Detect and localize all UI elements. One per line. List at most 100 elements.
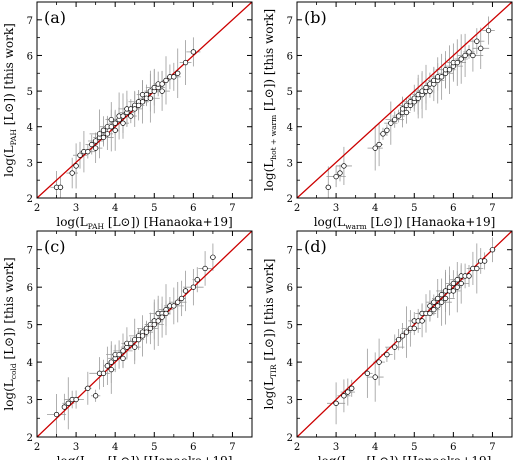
y-axis-label-suffix: [L⊙]) [this work] — [262, 259, 276, 365]
data-point — [349, 385, 355, 391]
data-point — [57, 184, 64, 190]
data-point — [458, 280, 464, 287]
data-point — [403, 109, 410, 116]
y-tick-label: 4 — [287, 358, 293, 369]
data-point — [135, 102, 142, 108]
data-point — [466, 49, 472, 55]
x-tick-label: 2 — [294, 442, 300, 453]
x-axis-label: log(Lwarm [L⊙]) [Hanaoka+19] — [314, 215, 496, 231]
data-point — [159, 88, 165, 94]
x-axis-label-subscript: warm — [345, 222, 367, 231]
x-axis-label-subscript: PAH — [88, 222, 105, 231]
y-axis-label-suffix: [L⊙]) [this work] — [2, 23, 16, 129]
data-point — [427, 303, 433, 309]
data-point — [175, 299, 181, 305]
y-tick-label: 6 — [27, 51, 33, 62]
y-tick-label: 5 — [27, 321, 33, 332]
data-point — [120, 120, 126, 126]
data-point — [485, 27, 492, 34]
panel-letter: (a) — [44, 8, 66, 27]
data-point — [147, 95, 154, 101]
data-point — [135, 336, 142, 343]
data-point — [395, 113, 402, 119]
panel-letter: (b) — [304, 8, 327, 27]
data-point — [171, 74, 177, 80]
data-point — [128, 113, 134, 119]
data-point — [92, 138, 99, 144]
panel-letter: (c) — [44, 237, 65, 256]
data-point — [182, 59, 189, 66]
data-point — [108, 366, 114, 373]
x-tick-label: 3 — [333, 203, 339, 214]
data-point — [438, 299, 445, 305]
data-point — [159, 314, 165, 320]
x-tick-label: 4 — [372, 442, 378, 453]
plot-area — [297, 231, 512, 437]
data-point — [470, 52, 476, 59]
data-point — [474, 265, 480, 272]
data-point — [325, 184, 331, 190]
data-point — [341, 163, 347, 169]
data-point — [108, 359, 114, 365]
data-point — [190, 49, 197, 55]
data-point — [100, 127, 107, 133]
data-point — [120, 355, 126, 361]
data-point — [431, 307, 437, 313]
plot-area — [37, 2, 252, 198]
y-tick-label: 5 — [287, 87, 293, 98]
y-tick-label: 6 — [27, 283, 33, 294]
x-axis-label-suffix: [L⊙]) [Hanaoka+19] — [367, 215, 496, 229]
data-point — [337, 170, 343, 176]
data-point — [438, 292, 445, 298]
y-tick-label: 7 — [27, 246, 33, 257]
data-point — [489, 247, 496, 253]
data-point — [376, 359, 382, 365]
data-point — [155, 318, 161, 324]
y-axis-label-subscript: PAH — [9, 129, 18, 146]
y-tick-label: 3 — [27, 396, 33, 407]
y-axis-label-subscript: TIR — [269, 364, 278, 378]
data-point — [132, 106, 138, 112]
data-point — [112, 127, 118, 133]
x-axis-label-prefix: log(L — [318, 454, 349, 460]
data-point — [435, 303, 441, 309]
data-point — [333, 173, 339, 180]
data-point — [333, 400, 339, 406]
data-point — [438, 74, 445, 80]
data-point — [128, 340, 134, 347]
data-point — [466, 273, 472, 279]
data-point — [384, 127, 390, 133]
data-point — [159, 81, 165, 87]
data-point — [178, 295, 185, 302]
data-point — [69, 170, 75, 176]
y-tick-label: 3 — [287, 158, 293, 169]
data-point — [458, 56, 464, 62]
x-tick-label: 6 — [190, 203, 196, 214]
data-point — [65, 400, 71, 406]
y-axis-label-suffix: [L⊙]) [this work] — [262, 9, 276, 115]
x-axis-label-suffix: [L⊙]) [Hanaoka+19] — [104, 454, 233, 460]
data-point — [478, 45, 484, 51]
axes-frame — [296, 230, 513, 438]
y-tick-label: 4 — [287, 123, 293, 134]
y-tick-label: 2 — [287, 194, 293, 205]
data-point — [481, 258, 488, 264]
data-point — [450, 280, 457, 287]
data-point — [104, 363, 111, 369]
data-point — [431, 299, 437, 305]
x-axis-label-prefix: log(L — [56, 215, 87, 229]
data-point — [100, 370, 107, 376]
x-tick-label: 5 — [411, 442, 417, 453]
data-point — [442, 295, 449, 302]
data-point — [77, 152, 83, 158]
x-tick-label: 4 — [112, 442, 118, 453]
y-axis-label: log(Lcold [L⊙]) [this work] — [2, 257, 18, 410]
data-point — [450, 288, 457, 294]
x-tick-label: 2 — [294, 203, 300, 214]
axes-frame — [296, 1, 513, 199]
panel-letter: (d) — [304, 237, 327, 256]
data-point — [341, 393, 347, 399]
x-tick-label: 3 — [333, 442, 339, 453]
data-point — [372, 145, 378, 151]
